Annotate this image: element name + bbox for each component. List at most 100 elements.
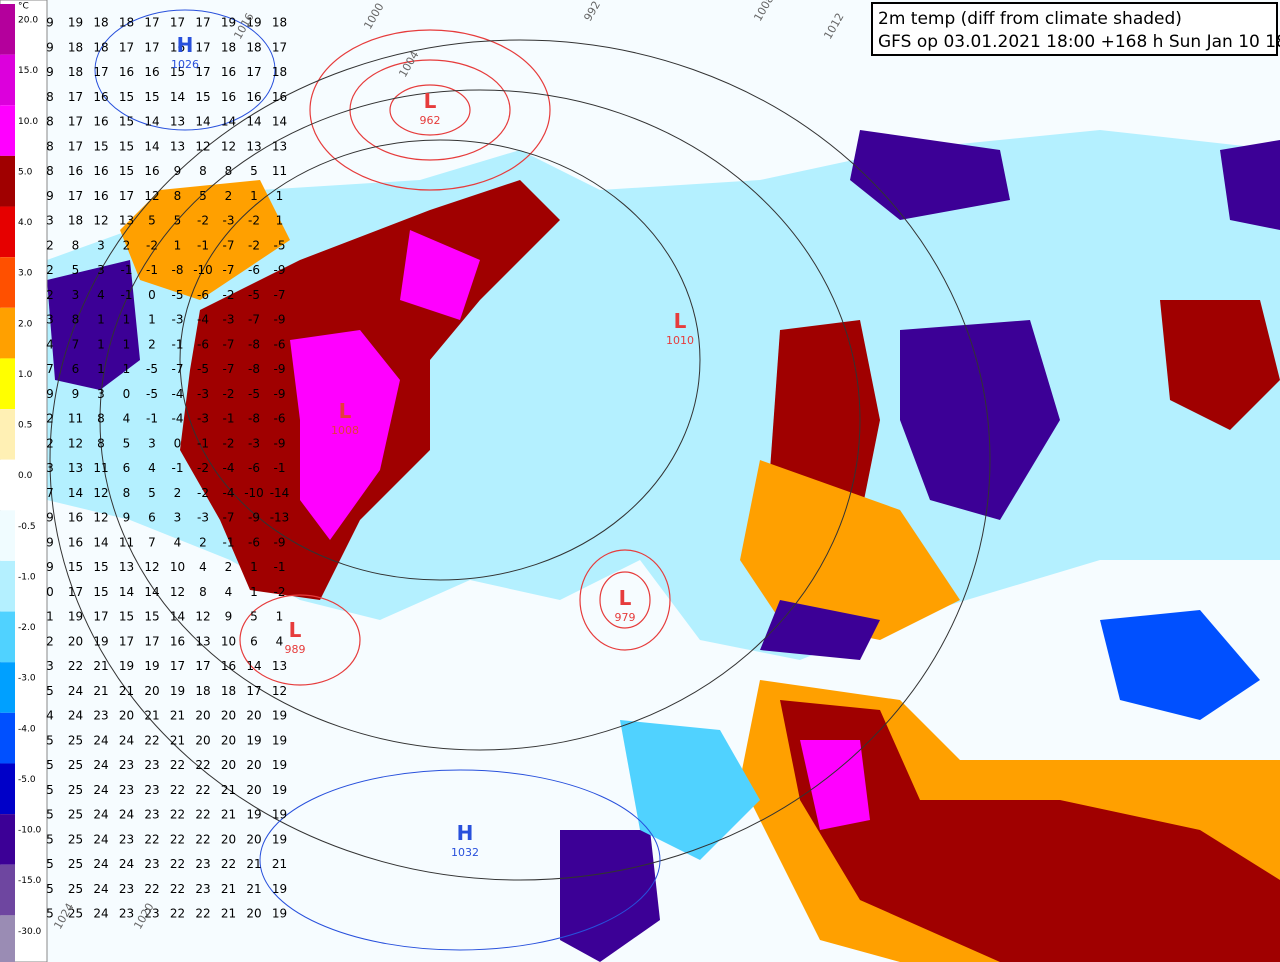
grid-value: 14 (195, 115, 210, 129)
legend-label: 5.0 (18, 167, 33, 177)
grid-value: -7 (172, 362, 184, 376)
grid-value: -8 (248, 362, 260, 376)
grid-value: 13 (119, 214, 134, 228)
grid-value: -6 (248, 263, 260, 277)
legend-swatch (0, 155, 15, 207)
grid-value: 17 (195, 659, 210, 673)
grid-value: 5 (174, 214, 182, 228)
grid-value: 5 (123, 436, 131, 450)
grid-value: -4 (172, 387, 184, 401)
legend-label: 0.0 (18, 471, 33, 481)
grid-value: 21 (170, 733, 185, 747)
grid-value: 14 (246, 659, 261, 673)
center-value: 1032 (451, 846, 479, 859)
isobar (179, 139, 701, 581)
isobar (99, 89, 861, 751)
grid-value: 14 (68, 486, 83, 500)
isobar (309, 29, 551, 191)
grid-value: 1 (174, 238, 182, 252)
center-letter: L (339, 399, 352, 423)
legend-swatch (0, 105, 15, 156)
grid-value: 15 (93, 139, 108, 153)
grid-value: 21 (170, 709, 185, 723)
grid-value: -5 (146, 362, 158, 376)
grid-value: -7 (223, 238, 235, 252)
legend-label: 1.0 (18, 370, 33, 380)
grid-value: -8 (248, 337, 260, 351)
grid-value: 18 (68, 40, 83, 54)
grid-value: 12 (195, 610, 210, 624)
grid-value: 2 (225, 189, 233, 203)
grid-value: 19 (246, 808, 261, 822)
grid-value: 14 (144, 139, 159, 153)
legend-swatch (0, 307, 15, 359)
grid-value: 17 (144, 16, 159, 30)
grid-value: -2 (197, 486, 209, 500)
grid-value: -1 (121, 288, 133, 302)
grid-value: 15 (170, 65, 185, 79)
grid-value: 8 (46, 164, 54, 178)
grid-value: 14 (119, 585, 134, 599)
grid-value: -1 (223, 412, 235, 426)
grid-value: 17 (119, 189, 134, 203)
grid-value: 3 (148, 436, 156, 450)
grid-value: 16 (144, 164, 159, 178)
grid-value: -3 (197, 412, 209, 426)
title-frame (871, 2, 1278, 56)
grid-value: 21 (246, 882, 261, 896)
grid-value: 19 (272, 709, 287, 723)
grid-value: -1 (274, 560, 286, 574)
legend-label: -0.5 (18, 522, 36, 532)
grid-value: 22 (170, 907, 185, 921)
grid-value: 12 (93, 214, 108, 228)
legend-swatch (0, 864, 15, 916)
grid-value: 12 (93, 511, 108, 525)
grid-value: 17 (195, 16, 210, 30)
grid-value: 22 (170, 857, 185, 871)
grid-value: 5 (148, 214, 156, 228)
grid-value: 1 (276, 214, 284, 228)
grid-value: 19 (68, 610, 83, 624)
grid-value: -2 (223, 288, 235, 302)
grid-value: 11 (93, 461, 108, 475)
grid-value: 24 (119, 857, 134, 871)
legend-swatch (0, 662, 15, 713)
grid-value: -6 (197, 288, 209, 302)
grid-value: 8 (123, 486, 131, 500)
grid-value: 9 (46, 387, 54, 401)
grid-value: 1 (276, 610, 284, 624)
grid-value: -4 (172, 412, 184, 426)
grid-value: 5 (46, 907, 54, 921)
grid-value: 8 (97, 436, 105, 450)
grid-value: 22 (144, 733, 159, 747)
grid-value: 5 (46, 808, 54, 822)
grid-value: 17 (272, 40, 287, 54)
grid-value: 16 (221, 65, 236, 79)
center-letter: L (619, 586, 632, 610)
grid-value: 12 (195, 139, 210, 153)
grid-value: 25 (68, 783, 83, 797)
grid-value: -2 (223, 436, 235, 450)
grid-value: 5 (46, 857, 54, 871)
grid-value: 21 (93, 684, 108, 698)
grid-value: 23 (144, 857, 159, 871)
grid-value: 3 (46, 214, 54, 228)
grid-value: 19 (272, 832, 287, 846)
legend-label: -30.0 (18, 927, 42, 937)
grid-value: 0 (46, 585, 54, 599)
warm-anomaly (400, 230, 480, 320)
grid-value: 19 (246, 16, 261, 30)
isobar (579, 549, 671, 651)
grid-value: 17 (119, 40, 134, 54)
grid-value: -2 (248, 238, 260, 252)
grid-value: 5 (199, 189, 207, 203)
grid-value: 21 (119, 684, 134, 698)
grid-value: 8 (46, 115, 54, 129)
grid-value: 3 (97, 387, 105, 401)
grid-value: 21 (221, 907, 236, 921)
grid-value: 12 (170, 585, 185, 599)
grid-value: 17 (195, 40, 210, 54)
grid-value: 0 (123, 387, 131, 401)
grid-value: 4 (174, 535, 182, 549)
grid-value: 8 (199, 585, 207, 599)
